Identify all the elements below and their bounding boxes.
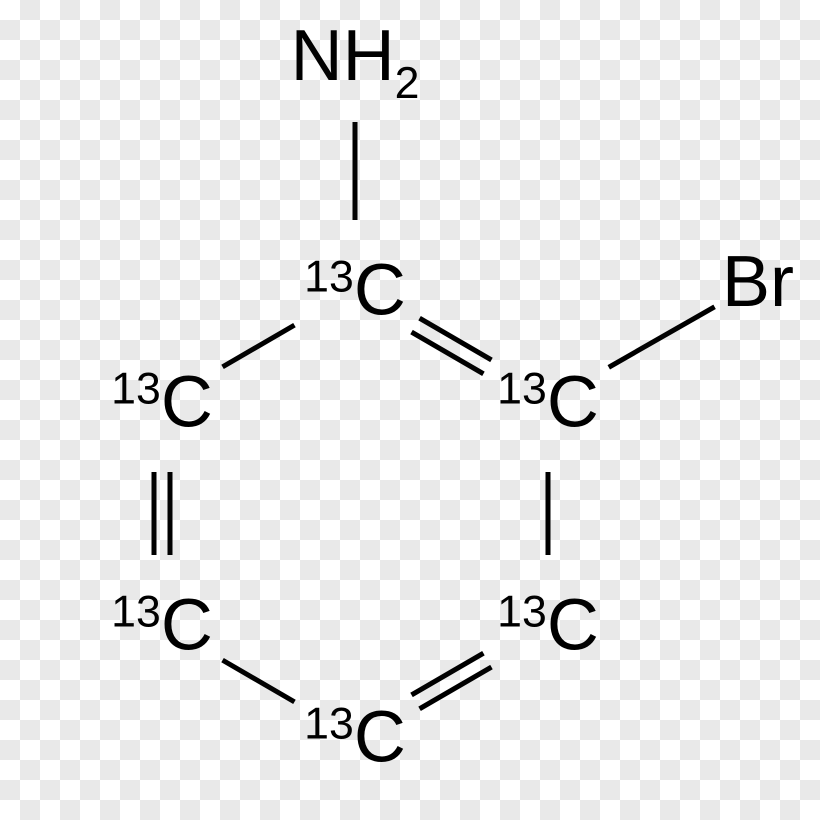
chemical-structure-diagram: 13C 13C 13C 13C 13C 13C NH2 Br (0, 0, 820, 820)
atom-label-c1: 13C (304, 254, 406, 327)
atom-label-c5: 13C (111, 589, 213, 662)
atom-label-br: Br (722, 246, 794, 318)
atom-label-c3: 13C (497, 589, 599, 662)
atom-label-c2: 13C (497, 366, 599, 439)
atom-label-c6: 13C (111, 366, 213, 439)
atom-label-c4: 13C (304, 701, 406, 774)
atom-label-nh2: NH2 (291, 20, 420, 104)
